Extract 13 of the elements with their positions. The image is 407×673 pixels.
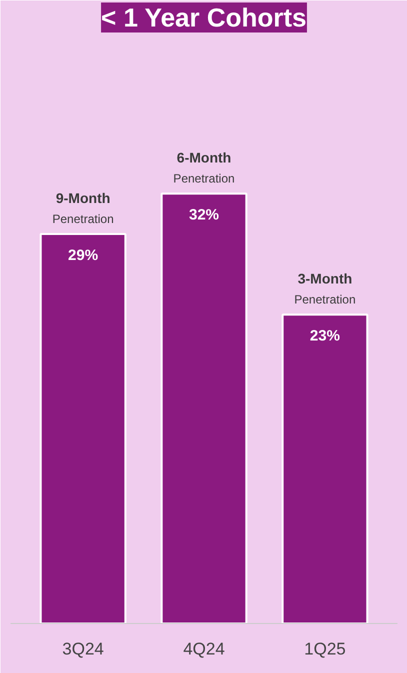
data-label: 29% — [68, 246, 98, 264]
annotation: 6-Month — [176, 150, 232, 166]
x-tick-label: 4Q24 — [183, 640, 225, 658]
data-label: 32% — [188, 206, 220, 224]
x-tick-label: 3Q24 — [62, 640, 104, 658]
chart-title: < 1 Year Cohorts — [101, 2, 306, 32]
annotation: 9-Month — [56, 190, 110, 206]
data-label: 23% — [310, 328, 340, 345]
annotation: 3-Month — [298, 270, 352, 287]
annotation: Penetration — [52, 212, 114, 226]
annotation: Penetration — [173, 172, 235, 186]
annotation: Penetration — [294, 292, 356, 307]
x-tick-label: 1Q25 — [304, 640, 346, 658]
